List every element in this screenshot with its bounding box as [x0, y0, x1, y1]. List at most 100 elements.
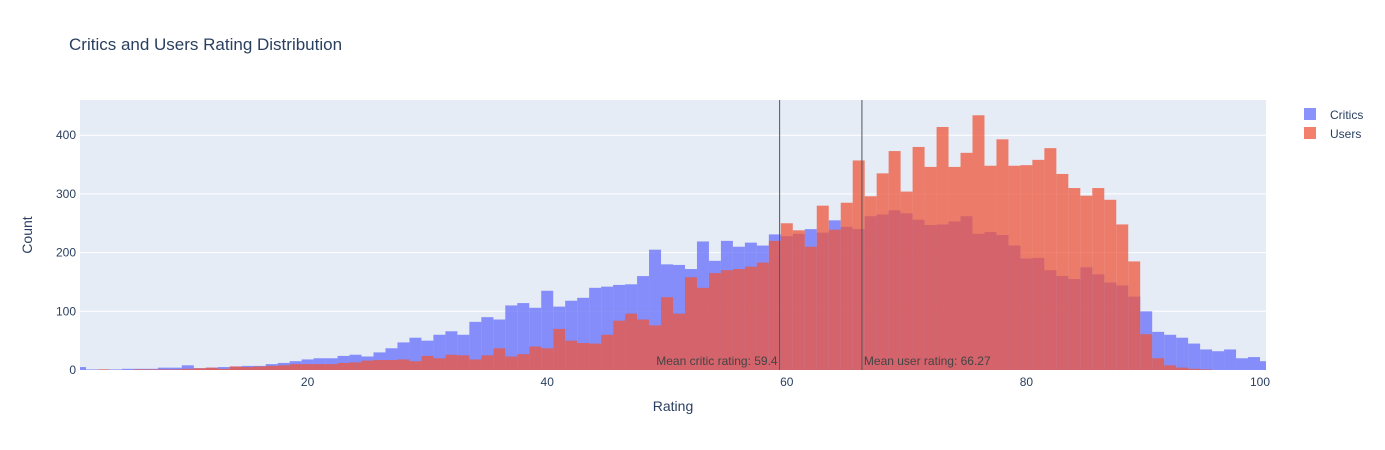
bar[interactable] — [1056, 173, 1069, 370]
bar[interactable] — [756, 262, 769, 370]
bar[interactable] — [613, 320, 626, 370]
bar[interactable] — [145, 368, 158, 370]
bar[interactable] — [948, 166, 961, 370]
bar[interactable] — [373, 360, 386, 370]
bar[interactable] — [169, 367, 182, 370]
bar[interactable] — [1140, 334, 1153, 370]
bar[interactable] — [1248, 357, 1261, 370]
bar[interactable] — [565, 300, 578, 370]
bar[interactable] — [397, 359, 410, 370]
bar[interactable] — [1200, 349, 1213, 370]
bar[interactable] — [852, 160, 865, 370]
bar[interactable] — [708, 273, 721, 370]
bar[interactable] — [289, 364, 302, 370]
bar[interactable] — [637, 319, 650, 370]
bar[interactable] — [109, 369, 122, 370]
bar[interactable] — [780, 223, 793, 370]
bar[interactable] — [541, 348, 554, 370]
bar[interactable] — [529, 307, 542, 370]
legend-item-users[interactable]: Users — [1304, 127, 1361, 141]
bar[interactable] — [265, 365, 278, 370]
bar[interactable] — [1188, 368, 1201, 370]
bar[interactable] — [936, 127, 949, 370]
bar[interactable] — [1260, 361, 1266, 370]
bar[interactable] — [301, 364, 314, 370]
bar[interactable] — [445, 354, 458, 370]
bar[interactable] — [493, 348, 506, 370]
bar[interactable] — [433, 358, 446, 370]
bar[interactable] — [601, 334, 614, 370]
bar[interactable] — [684, 277, 697, 370]
bar[interactable] — [229, 366, 242, 370]
bar[interactable] — [924, 166, 937, 370]
bar[interactable] — [457, 334, 470, 370]
bar[interactable] — [481, 317, 494, 370]
bar[interactable] — [577, 297, 590, 370]
bar[interactable] — [696, 287, 709, 370]
bar[interactable] — [433, 334, 446, 370]
bar[interactable] — [517, 303, 530, 370]
bar[interactable] — [457, 355, 470, 370]
bar[interactable] — [577, 343, 590, 370]
bar[interactable] — [193, 368, 206, 370]
bar[interactable] — [409, 361, 422, 370]
bar[interactable] — [409, 337, 422, 370]
bar[interactable] — [421, 340, 434, 370]
bar[interactable] — [1032, 159, 1045, 370]
bar[interactable] — [972, 115, 985, 371]
bar[interactable] — [181, 368, 194, 370]
bar[interactable] — [732, 269, 745, 370]
bar[interactable] — [217, 367, 230, 370]
bar[interactable] — [385, 348, 398, 370]
bar[interactable] — [828, 229, 841, 370]
bar[interactable] — [493, 319, 506, 370]
bar[interactable] — [589, 343, 602, 370]
bar[interactable] — [361, 360, 374, 370]
bar[interactable] — [1152, 358, 1165, 370]
bar[interactable] — [253, 366, 266, 370]
bar[interactable] — [673, 313, 685, 370]
bar[interactable] — [97, 369, 110, 370]
bar[interactable] — [601, 286, 614, 370]
bar[interactable] — [505, 356, 518, 371]
bar[interactable] — [1068, 188, 1081, 370]
bar[interactable] — [241, 367, 254, 370]
bar[interactable] — [744, 266, 757, 370]
bar[interactable] — [1092, 188, 1105, 370]
bar[interactable] — [397, 342, 410, 370]
bar[interactable] — [1176, 337, 1189, 370]
bar[interactable] — [589, 287, 602, 370]
bar[interactable] — [553, 328, 566, 370]
bar[interactable] — [649, 325, 662, 370]
bar[interactable] — [121, 368, 134, 370]
bar[interactable] — [157, 367, 170, 370]
bar[interactable] — [804, 246, 817, 370]
bar[interactable] — [1164, 334, 1177, 370]
bar[interactable] — [960, 152, 973, 370]
bar[interactable] — [1152, 331, 1165, 370]
bar[interactable] — [529, 346, 542, 370]
bar[interactable] — [169, 369, 182, 370]
bar[interactable] — [1104, 199, 1117, 370]
bar[interactable] — [888, 151, 901, 370]
bar[interactable] — [1020, 165, 1033, 370]
bar[interactable] — [469, 359, 482, 370]
legend-item-critics[interactable]: Critics — [1304, 108, 1363, 122]
bar[interactable] — [85, 369, 98, 370]
bar[interactable] — [720, 270, 733, 370]
bar[interactable] — [912, 146, 925, 370]
bar[interactable] — [996, 139, 1009, 370]
bar[interactable] — [661, 297, 673, 370]
bar[interactable] — [445, 331, 458, 370]
bar[interactable] — [517, 354, 530, 370]
bar[interactable] — [469, 321, 482, 370]
bar[interactable] — [385, 360, 398, 370]
bar[interactable] — [505, 305, 518, 370]
bar[interactable] — [1116, 224, 1129, 370]
bar[interactable] — [768, 240, 781, 370]
bar[interactable] — [481, 355, 494, 370]
bar[interactable] — [181, 365, 194, 370]
bar[interactable] — [205, 367, 218, 370]
bar[interactable] — [625, 313, 638, 370]
bar[interactable] — [900, 191, 913, 370]
